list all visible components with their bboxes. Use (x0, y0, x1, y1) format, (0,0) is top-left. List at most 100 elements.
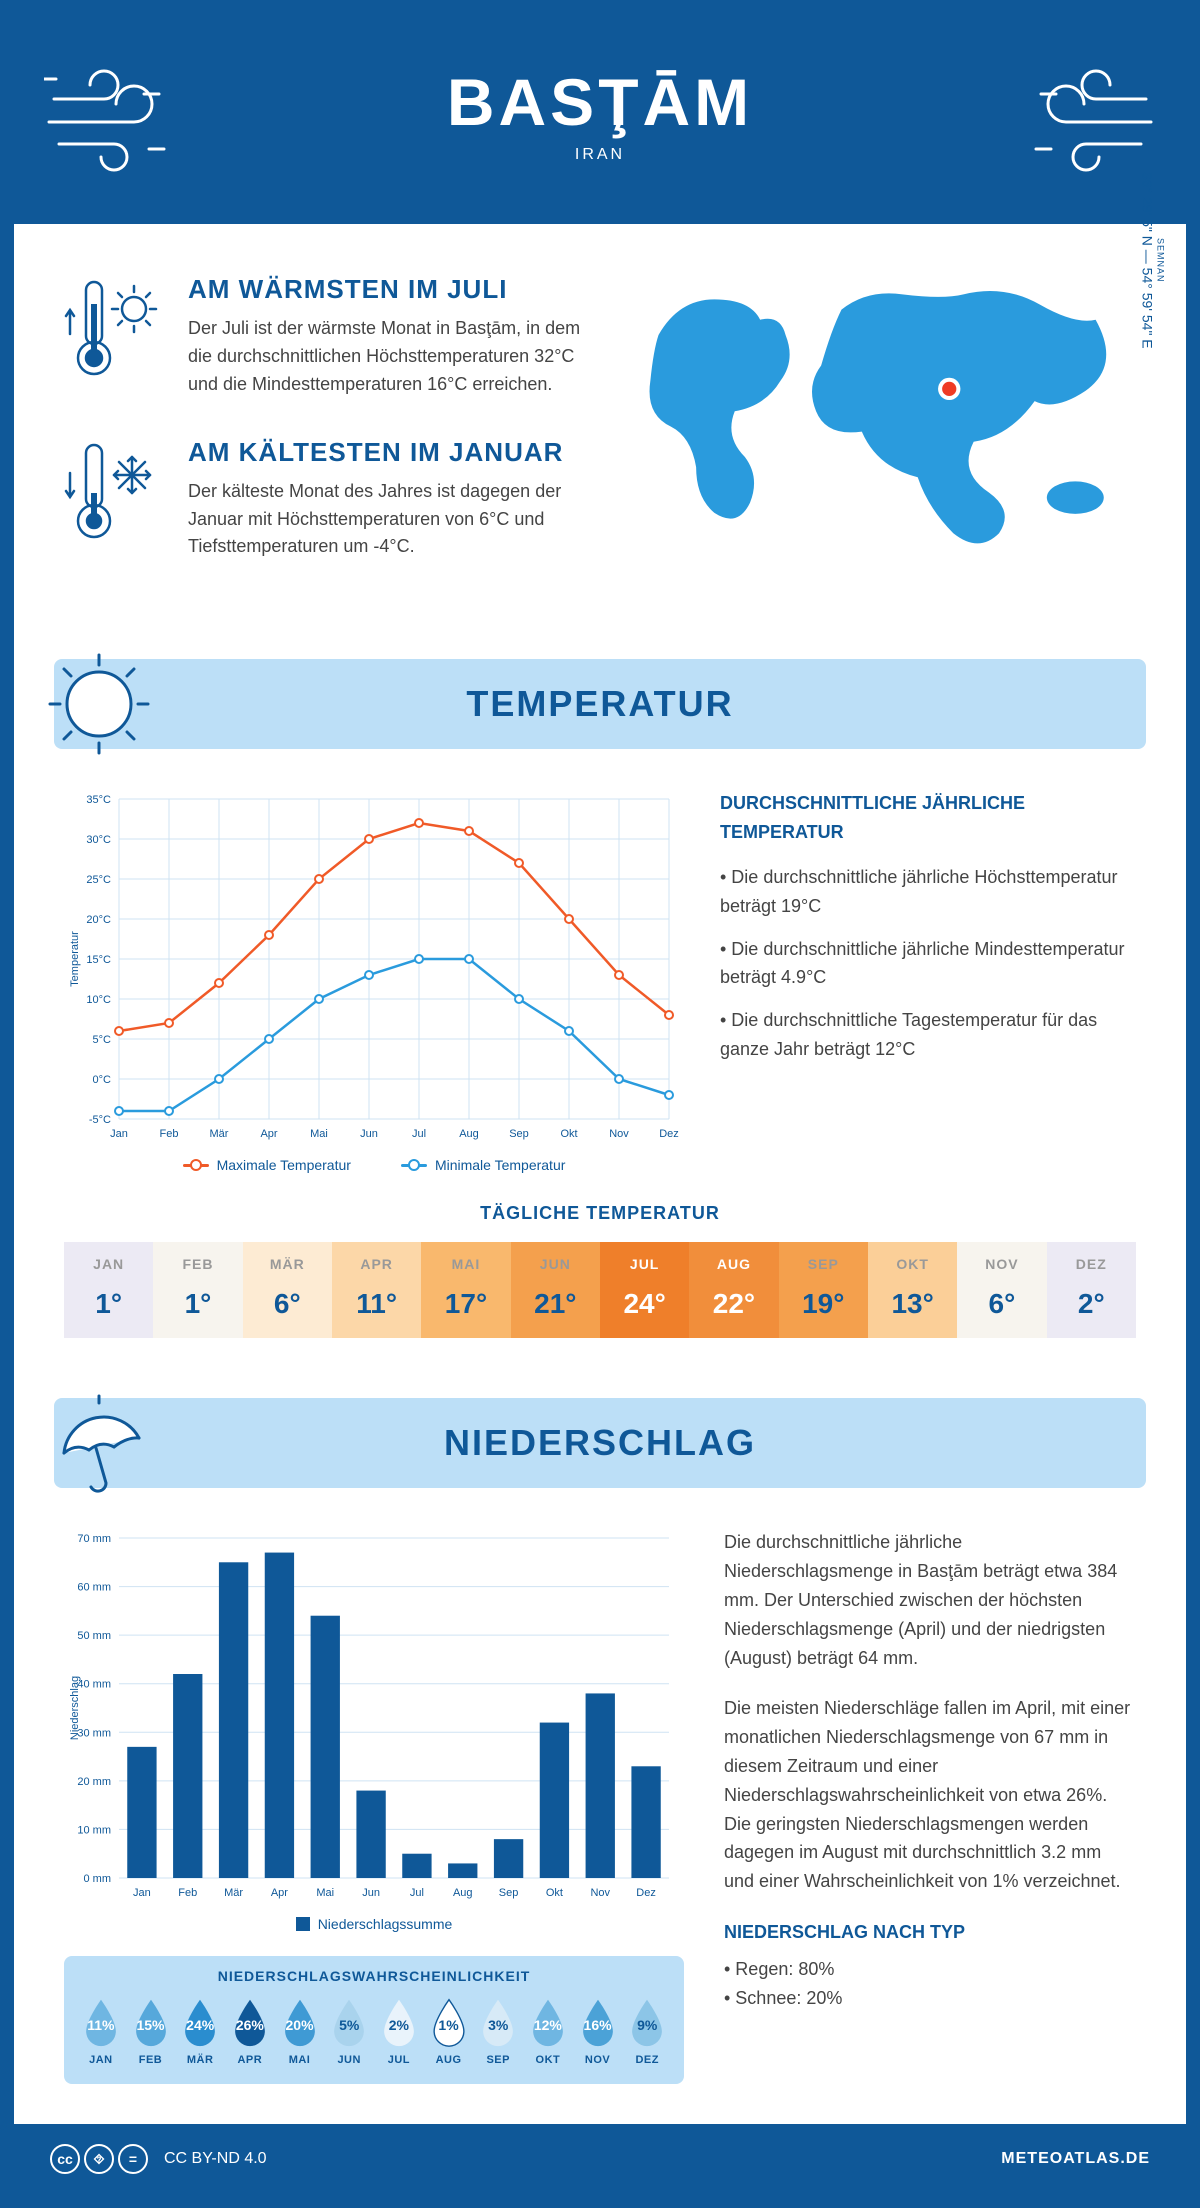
svg-text:Nov: Nov (609, 1128, 629, 1140)
wind-icon (1006, 64, 1156, 174)
svg-text:-5°C: -5°C (89, 1114, 111, 1126)
svg-text:30°C: 30°C (86, 834, 111, 846)
prob-drop: 11%JAN (78, 1996, 124, 2066)
prob-drop: 16%NOV (575, 1996, 621, 2066)
precip-title: NIEDERSCHLAG (54, 1422, 1146, 1464)
daily-cell: JUN21° (511, 1242, 600, 1338)
precip-snow: • Schnee: 20% (724, 1984, 1136, 2013)
cold-text: Der kälteste Monat des Jahres ist dagege… (188, 478, 598, 562)
thermo-hot-icon (64, 274, 164, 399)
warm-text: Der Juli ist der wärmste Monat in Basţām… (188, 315, 598, 399)
coord-text: 36° 29' 5" N — 54° 59' 54" E (1140, 172, 1156, 349)
daily-temp-strip: JAN1°FEB1°MÄR6°APR11°MAI17°JUN21°JUL24°A… (64, 1242, 1136, 1338)
svg-text:Apr: Apr (271, 1887, 288, 1899)
temp-b1: • Die durchschnittliche jährliche Höchst… (720, 863, 1136, 921)
daily-cell: MAI17° (421, 1242, 510, 1338)
prob-box: NIEDERSCHLAGSWAHRSCHEINLICHKEIT 11%JAN15… (64, 1956, 684, 2084)
prob-drop: 5%JUN (326, 1996, 372, 2066)
cold-fact: AM KÄLTESTEN IM JANUAR Der kälteste Mona… (64, 437, 598, 562)
prob-drop: 2%JUL (376, 1996, 422, 2066)
temp-legend: Maximale Temperatur Minimale Temperatur (64, 1157, 684, 1173)
prob-drops: 11%JAN15%FEB24%MÄR26%APR20%MAI5%JUN2%JUL… (78, 1996, 670, 2066)
svg-text:50 mm: 50 mm (77, 1630, 111, 1642)
sun-icon (44, 649, 154, 759)
legend-min: Minimale Temperatur (401, 1157, 565, 1173)
license-text: CC BY-ND 4.0 (164, 2150, 267, 2168)
svg-text:10°C: 10°C (86, 994, 111, 1006)
daily-cell: AUG22° (689, 1242, 778, 1338)
daily-cell: JAN1° (64, 1242, 153, 1338)
footer: cc ⯑ = CC BY-ND 4.0 METEOATLAS.DE (14, 2124, 1186, 2194)
svg-text:Jan: Jan (133, 1887, 151, 1899)
prob-title: NIEDERSCHLAGSWAHRSCHEINLICHKEIT (78, 1968, 670, 1984)
svg-text:Mär: Mär (224, 1887, 243, 1899)
svg-text:Feb: Feb (178, 1887, 197, 1899)
precip-left: 0 mm10 mm20 mm30 mm40 mm50 mm60 mm70 mmJ… (64, 1528, 684, 2084)
daily-cell: DEZ2° (1047, 1242, 1136, 1338)
svg-text:Sep: Sep (499, 1887, 519, 1899)
header: BASŢĀM IRAN (14, 14, 1186, 224)
daily-cell: MÄR6° (243, 1242, 332, 1338)
prob-drop: 1%AUG (426, 1996, 472, 2066)
svg-text:Temperatur: Temperatur (69, 931, 81, 987)
svg-text:Mai: Mai (310, 1128, 328, 1140)
svg-text:Jan: Jan (110, 1128, 128, 1140)
daily-cell: OKT13° (868, 1242, 957, 1338)
svg-text:40 mm: 40 mm (77, 1679, 111, 1691)
svg-text:Feb: Feb (160, 1128, 179, 1140)
svg-text:Okt: Okt (546, 1887, 563, 1899)
wind-icon (44, 64, 194, 174)
svg-text:Jun: Jun (362, 1887, 380, 1899)
precip-legend: Niederschlagssumme (64, 1916, 684, 1932)
map-area: SEMNAN 36° 29' 5" N — 54° 59' 54" E (628, 274, 1136, 599)
prob-drop: 20%MAI (277, 1996, 323, 2066)
coords: SEMNAN 36° 29' 5" N — 54° 59' 54" E (1140, 172, 1166, 349)
svg-text:20°C: 20°C (86, 914, 111, 926)
svg-text:Jun: Jun (360, 1128, 378, 1140)
intro: AM WÄRMSTEN IM JULI Der Juli ist der wär… (14, 224, 1186, 639)
precip-content: 0 mm10 mm20 mm30 mm40 mm50 mm60 mm70 mmJ… (14, 1488, 1186, 2124)
warm-body: AM WÄRMSTEN IM JULI Der Juli ist der wär… (188, 274, 598, 399)
prob-drop: 15%FEB (128, 1996, 174, 2066)
svg-text:Aug: Aug (453, 1887, 473, 1899)
precip-row: 0 mm10 mm20 mm30 mm40 mm50 mm60 mm70 mmJ… (64, 1528, 1136, 2084)
svg-text:Dez: Dez (636, 1887, 656, 1899)
intro-facts: AM WÄRMSTEN IM JULI Der Juli ist der wär… (64, 274, 598, 599)
temp-chart: -5°C0°C5°C10°C15°C20°C25°C30°C35°CJanFeb… (64, 789, 684, 1173)
temp-row: -5°C0°C5°C10°C15°C20°C25°C30°C35°CJanFeb… (64, 789, 1136, 1173)
legend-sum: Niederschlagssumme (296, 1916, 453, 1932)
world-map-icon (628, 274, 1136, 548)
precip-section-head: NIEDERSCHLAG (54, 1398, 1146, 1488)
svg-text:0°C: 0°C (93, 1074, 112, 1086)
daily-cell: APR11° (332, 1242, 421, 1338)
country: IRAN (54, 146, 1146, 164)
svg-text:0 mm: 0 mm (84, 1873, 112, 1885)
warm-fact: AM WÄRMSTEN IM JULI Der Juli ist der wär… (64, 274, 598, 399)
daily-cell: JUL24° (600, 1242, 689, 1338)
by-icon: ⯑ (84, 2144, 114, 2174)
temp-content: -5°C0°C5°C10°C15°C20°C25°C30°C35°CJanFeb… (14, 749, 1186, 1378)
precip-p2: Die meisten Niederschläge fallen im Apri… (724, 1694, 1136, 1896)
precip-type-title: NIEDERSCHLAG NACH TYP (724, 1918, 1136, 1947)
cold-title: AM KÄLTESTEN IM JANUAR (188, 437, 598, 468)
umbrella-icon (44, 1388, 154, 1498)
site-name: METEOATLAS.DE (1001, 2150, 1150, 2168)
temp-side: DURCHSCHNITTLICHE JÄHRLICHE TEMPERATUR •… (720, 789, 1136, 1173)
svg-text:Sep: Sep (509, 1128, 529, 1140)
precip-p1: Die durchschnittliche jährliche Niedersc… (724, 1528, 1136, 1672)
svg-text:30 mm: 30 mm (77, 1728, 111, 1740)
temp-section-head: TEMPERATUR (54, 659, 1146, 749)
page: BASŢĀM IRAN AM WÄRMSTEN IM JULI Der Juli… (0, 0, 1200, 2208)
cc-icon: cc (50, 2144, 80, 2174)
svg-text:Dez: Dez (659, 1128, 679, 1140)
precip-text: Die durchschnittliche jährliche Niedersc… (724, 1528, 1136, 2084)
svg-text:70 mm: 70 mm (77, 1533, 111, 1545)
daily-cell: SEP19° (779, 1242, 868, 1338)
temp-b3: • Die durchschnittliche Tagestemperatur … (720, 1006, 1136, 1064)
province: SEMNAN (1156, 172, 1166, 349)
svg-text:Aug: Aug (459, 1128, 479, 1140)
nd-icon: = (118, 2144, 148, 2174)
license: cc ⯑ = CC BY-ND 4.0 (50, 2144, 267, 2174)
temp-side-title: DURCHSCHNITTLICHE JÄHRLICHE TEMPERATUR (720, 789, 1136, 847)
prob-drop: 3%SEP (475, 1996, 521, 2066)
